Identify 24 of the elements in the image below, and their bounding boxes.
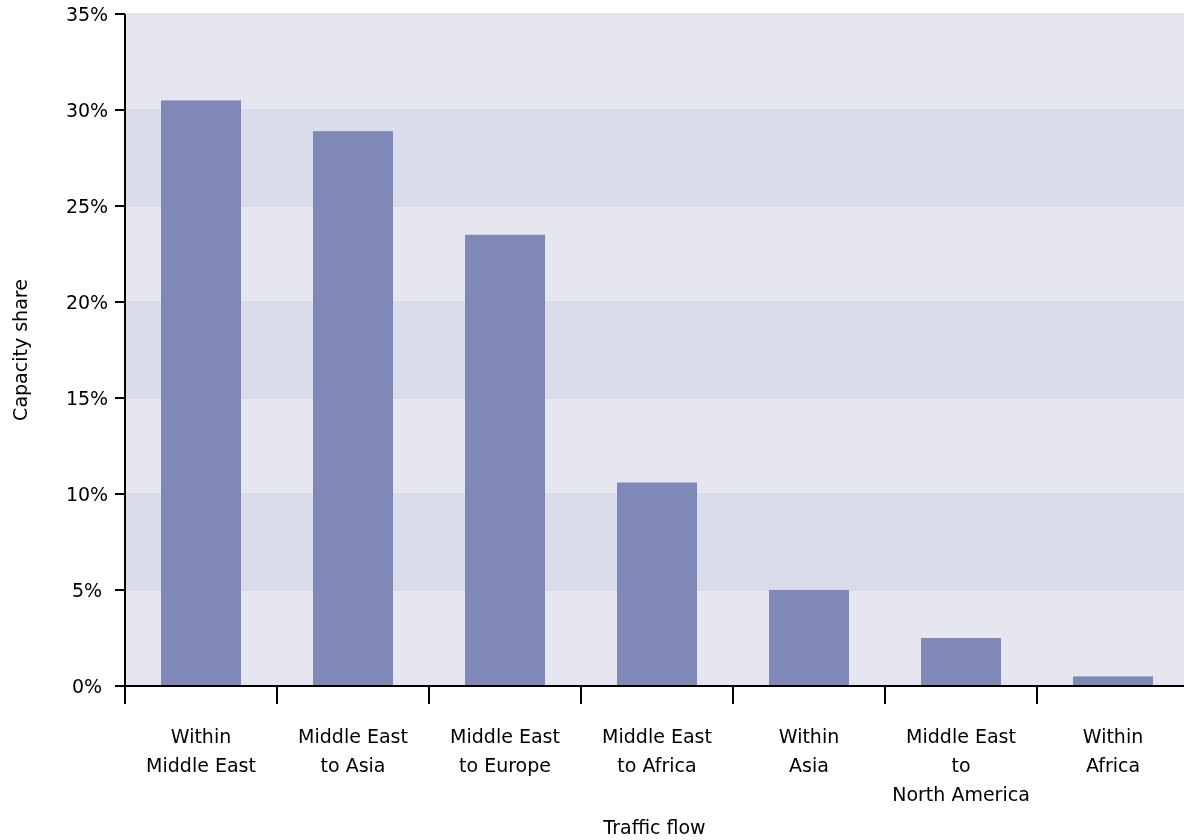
x-tick-label: Within Africa	[1082, 725, 1144, 776]
y-tick-label: 5%	[71, 578, 103, 601]
x-axis-title: Traffic flow	[602, 816, 706, 838]
bar	[769, 590, 849, 686]
x-tick-label: Within Middle East	[146, 725, 256, 776]
y-tick-label: 25%	[65, 194, 109, 217]
bar	[313, 131, 393, 686]
x-tick-label: Within Asia	[778, 725, 840, 776]
y-tick-label: 15%	[65, 386, 109, 409]
x-tick-label: Middle East to Africa	[602, 725, 712, 776]
y-tick-label: 20%	[65, 290, 109, 313]
y-tick-label: 0%	[71, 674, 103, 697]
x-tick-label: Middle East to Asia	[298, 725, 408, 776]
y-axis-title: Capacity share	[9, 279, 31, 421]
bar	[465, 234, 545, 686]
y-tick-label: 10%	[65, 482, 109, 505]
x-tick-label: Middle East to North America	[892, 725, 1030, 805]
bar	[161, 100, 241, 686]
x-tick-label: Middle East to Europe	[450, 725, 560, 776]
y-tick-label: 30%	[65, 98, 109, 121]
bar	[921, 638, 1001, 686]
bar	[617, 482, 697, 686]
y-tick-label: 35%	[65, 2, 109, 25]
bar	[1073, 676, 1153, 686]
